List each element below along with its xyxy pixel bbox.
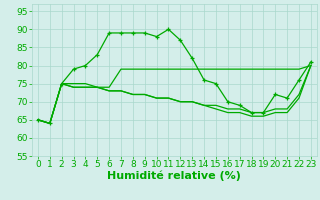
X-axis label: Humidité relative (%): Humidité relative (%) (108, 171, 241, 181)
